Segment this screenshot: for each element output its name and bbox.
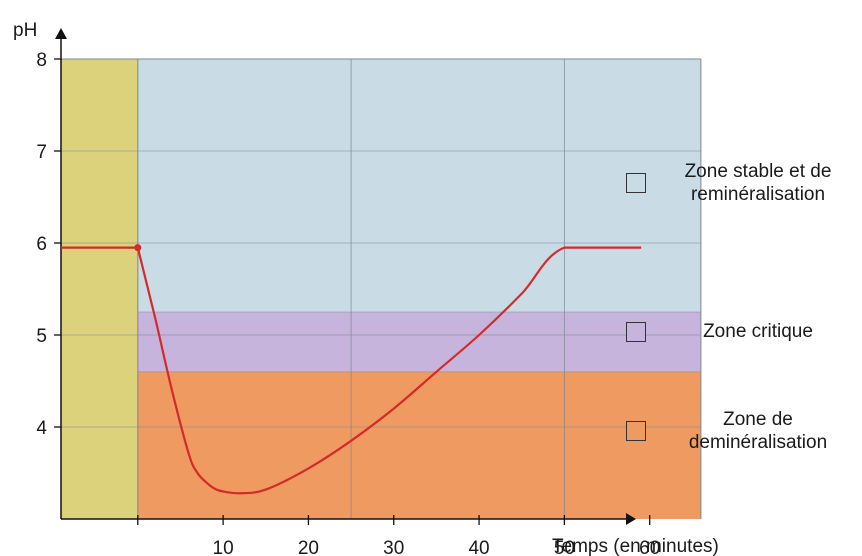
x-axis-arrow (626, 513, 636, 525)
legend-swatch (626, 421, 646, 441)
legend-label: Zone de deminéralisation (688, 409, 828, 453)
legend-label: Zone critique (703, 321, 813, 342)
x-tick-label: 20 (298, 538, 319, 556)
legend-item-stable-zone: Zone stable et de reminéralisation (626, 160, 862, 206)
y-tick-label: 7 (36, 142, 47, 163)
y-axis-arrow (55, 28, 67, 39)
series-line-0 (61, 246, 642, 495)
zone-band-0 (137, 59, 701, 312)
zone-band-2 (137, 371, 701, 519)
y-tick-label: 5 (36, 326, 47, 347)
x-tick-label: 40 (468, 538, 489, 556)
legend-swatch (626, 173, 646, 193)
legend-item-critical-zone: Zone critique (626, 320, 862, 343)
highlight-band (61, 59, 138, 519)
legend-item-demineralisation-zone: Zone de deminéralisation (626, 408, 862, 454)
x-tick-label: 50 (554, 538, 575, 556)
x-tick-label: 30 (383, 538, 404, 556)
zone-bands (61, 59, 701, 519)
x-tick-label: 60 (639, 538, 660, 556)
y-tick-label: 6 (36, 234, 47, 255)
x-axis-label: Temps (en minutes) (552, 536, 719, 556)
y-tick-label: 4 (36, 418, 47, 439)
axes (55, 28, 636, 525)
legend-label: Zone stable et de reminéralisation (684, 161, 832, 205)
series (61, 244, 642, 495)
legend-swatch (626, 321, 646, 342)
grid (61, 58, 702, 519)
y-tick-label: 8 (36, 50, 47, 71)
y-axis-label: pH (13, 20, 37, 41)
tick-labels: 10 20 30 40 50 60 4 5 6 7 8 (36, 50, 660, 556)
zone-band-1 (137, 312, 701, 372)
data-point-marker (134, 244, 142, 252)
x-tick-label: 10 (213, 538, 234, 556)
